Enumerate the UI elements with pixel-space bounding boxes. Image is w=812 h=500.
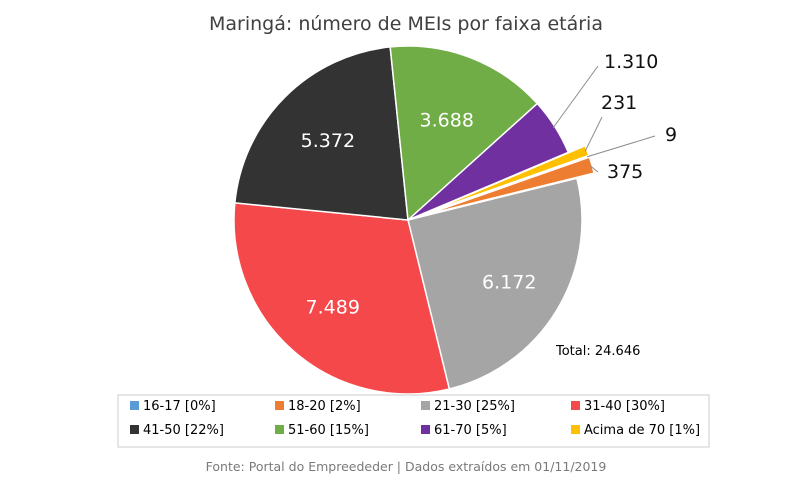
legend-swatch xyxy=(421,425,430,434)
data-label-61-70: 1.310 xyxy=(604,51,658,73)
legend: 16-17 [0%] 18-20 [2%] 21-30 [25%] 31-40 [30… xyxy=(130,399,700,438)
legend-swatch xyxy=(571,401,580,410)
legend-box xyxy=(117,394,710,448)
legend-label: 21-30 [25%] xyxy=(434,399,515,414)
legend-swatch xyxy=(275,425,284,434)
legend-swatch xyxy=(571,425,580,434)
legend-swatch xyxy=(275,401,284,410)
legend-label: 31-40 [30%] xyxy=(584,399,665,414)
pie-slice-18-20 xyxy=(424,156,596,216)
total-label: Total: 24.646 xyxy=(555,344,640,359)
pie-slice-31-40 xyxy=(233,202,451,395)
legend-label: 18-20 [2%] xyxy=(288,399,361,414)
data-label-51-60: 3.688 xyxy=(420,109,474,131)
legend-swatch xyxy=(421,401,430,410)
data-label-16-17: 9 xyxy=(665,124,677,146)
leader-line xyxy=(587,135,656,158)
pie-slice-41-50 xyxy=(234,46,409,221)
leader-line xyxy=(589,165,599,173)
pie-slices xyxy=(233,45,596,395)
data-label-21-30: 6.172 xyxy=(482,271,536,293)
legend-label: Acima de 70 [1%] xyxy=(584,423,700,438)
legend-label: 61-70 [5%] xyxy=(434,423,507,438)
legend-swatch xyxy=(130,401,139,410)
pie-slice-acima xyxy=(424,144,590,215)
data-label-18-20: 375 xyxy=(607,161,643,183)
pie-slice-21-30 xyxy=(407,177,583,390)
chart-title: Maringá: número de MEIs por faixa etária xyxy=(209,13,603,35)
data-label-acima: 231 xyxy=(601,92,637,114)
legend-label: 51-60 [15%] xyxy=(288,423,369,438)
legend-label: 41-50 [22%] xyxy=(143,423,224,438)
legend-label: 16-17 [0%] xyxy=(143,399,216,414)
data-label-41-50: 5.372 xyxy=(301,130,355,152)
data-label-31-40: 7.489 xyxy=(306,297,360,319)
leader-lines xyxy=(552,65,656,173)
pie-slice-51-60 xyxy=(389,45,539,222)
leader-line xyxy=(584,116,603,152)
legend-swatch xyxy=(130,425,139,434)
slice-labels: 9 375 6.172 7.489 5.372 3.688 1.310 231 xyxy=(301,51,677,319)
leader-line xyxy=(552,65,599,129)
source-note: Fonte: Portal do Empreededer | Dados ext… xyxy=(206,459,607,474)
